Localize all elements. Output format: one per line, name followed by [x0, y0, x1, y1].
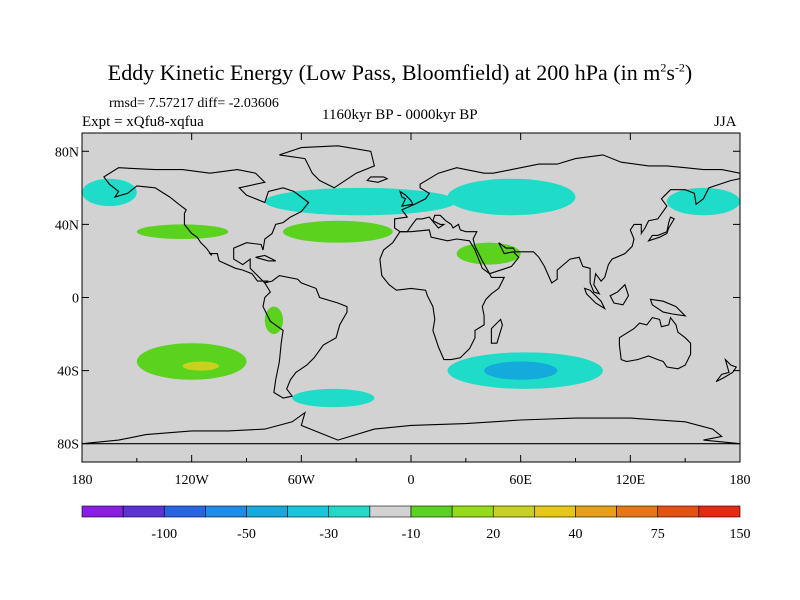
colorbar-label: 75 — [651, 527, 665, 542]
coastline-iceland — [365, 176, 389, 183]
anomaly-south-pacific — [136, 343, 247, 380]
y-tick-label: 0 — [72, 292, 79, 307]
coastline-japan — [647, 216, 675, 242]
colorbar-label: 40 — [569, 527, 583, 542]
coastline-north-america — [103, 167, 310, 284]
colorbar-label: -30 — [319, 527, 338, 542]
coastline-africa — [379, 229, 506, 361]
y-tick-label: 40N — [55, 218, 79, 233]
colorbar-swatch — [410, 505, 453, 518]
x-tick-label: 120W — [175, 473, 210, 488]
colorbar-swatch — [328, 505, 371, 518]
anomaly-africa-arabia — [456, 242, 521, 265]
coastline-antarctica — [81, 411, 741, 445]
anomaly-eurasia-band — [447, 178, 576, 216]
anomaly-indian-ocean-core — [484, 361, 558, 380]
anomaly-central-pacific — [136, 224, 229, 240]
map-axes: 180 120W 60W 0 60E 120E 180 80N 40N 0 40S 80S — [55, 132, 751, 488]
coastline-greenland — [279, 145, 376, 189]
y-tick-label: 80S — [57, 438, 79, 453]
colorbar-swatch — [369, 505, 412, 518]
anomaly-north-pacific-east — [82, 178, 137, 207]
colorbar-swatch — [205, 505, 247, 518]
colorbar-swatch — [492, 505, 535, 518]
chart-title: Eddy Kinetic Energy (Low Pass, Bloomfiel… — [0, 60, 800, 86]
x-tick-label: 0 — [408, 473, 415, 488]
colorbar-swatch — [122, 505, 165, 518]
x-tick-label: 120E — [616, 473, 646, 488]
colorbar-label: 20 — [486, 527, 500, 542]
coastline-borneo — [609, 283, 630, 306]
coastline-madagascar — [490, 318, 503, 344]
colorbar-swatch — [287, 505, 330, 518]
title-close: ) — [684, 60, 693, 85]
x-tick-label: 60W — [288, 473, 316, 488]
colorbar-swatch — [246, 505, 288, 518]
colorbar-label: -50 — [237, 527, 256, 542]
map-background — [82, 133, 740, 462]
season-label: JJA — [714, 114, 737, 130]
colorbar-swatch — [163, 505, 206, 518]
colorbar-swatch — [451, 505, 494, 518]
coastline-great-britain — [398, 190, 414, 207]
anomaly-south-pacific-core — [182, 361, 220, 371]
anomaly-south-america-west — [264, 306, 284, 335]
x-tick-label: 180 — [730, 473, 751, 488]
map-plot-area — [81, 133, 741, 462]
colorbar-label: -10 — [402, 527, 421, 542]
colorbar-swatch — [575, 505, 617, 518]
x-tick-label: 60E — [509, 473, 532, 488]
anomaly-north-pacific-west — [666, 187, 740, 216]
coastline-new-guinea — [649, 298, 687, 317]
colorbar-label: 150 — [730, 527, 751, 542]
y-tick-label: 40S — [57, 365, 79, 380]
colorbar-label: -100 — [151, 527, 177, 542]
coastline-cuba — [255, 254, 276, 262]
colorbar-swatch — [616, 505, 659, 518]
colorbar-swatch — [657, 505, 700, 518]
coastline-new-zealand — [715, 357, 738, 383]
x-tick-label: 180 — [72, 473, 93, 488]
title-exp-2: -2 — [674, 60, 685, 75]
title-text: Eddy Kinetic Energy (Low Pass, Bloomfiel… — [107, 60, 661, 85]
anomaly-north-atlantic-subtropics — [283, 220, 393, 243]
anomaly-north-atlantic-band — [264, 187, 457, 216]
colorbar-swatch — [81, 505, 124, 518]
coastline-australia — [618, 316, 692, 370]
coastline-south-america — [262, 275, 348, 399]
coastline-eurasia — [394, 154, 741, 295]
colorbar-swatch — [534, 505, 576, 518]
coastline-sumatra — [583, 287, 607, 310]
colorbar-swatch — [698, 505, 741, 518]
experiment-label: Expt = xQfu8-xqfua — [82, 114, 204, 130]
period-label: 1160kyr BP - 0000kyr BP — [322, 107, 478, 123]
y-tick-label: 80N — [55, 145, 79, 160]
stats-text: rmsd= 7.57217 diff= -2.03606 — [109, 96, 279, 111]
title-unit: s — [666, 60, 675, 85]
title-exp-1: 2 — [660, 60, 667, 75]
colorbar: -100 -50 -30 -10 20 40 75 150 — [81, 505, 751, 542]
anomaly-southern-drake — [292, 388, 375, 408]
